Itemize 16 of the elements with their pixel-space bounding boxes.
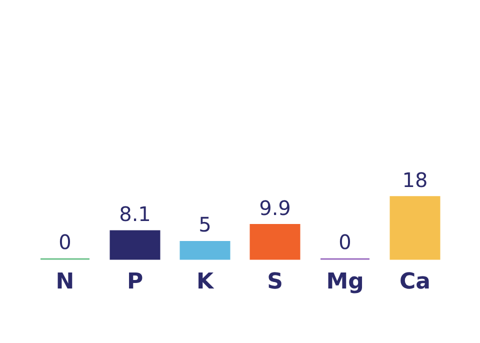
data-label: 8.1 bbox=[119, 202, 151, 226]
data-label: 0 bbox=[338, 230, 352, 254]
x-tick-label: P bbox=[126, 270, 144, 294]
data-label: 0 bbox=[58, 230, 72, 254]
x-tick-label: N bbox=[56, 270, 74, 294]
bar bbox=[390, 196, 440, 260]
bar bbox=[250, 224, 300, 260]
x-tick-label: Ca bbox=[400, 270, 430, 294]
data-label: 18 bbox=[402, 168, 428, 192]
x-tick-label: S bbox=[267, 270, 283, 294]
x-tick-label: Mg bbox=[326, 270, 364, 294]
data-label: 9.9 bbox=[259, 196, 291, 220]
bar bbox=[110, 230, 160, 260]
bar bbox=[180, 240, 230, 260]
data-label: 5 bbox=[198, 212, 212, 237]
x-tick-label: K bbox=[196, 270, 214, 294]
